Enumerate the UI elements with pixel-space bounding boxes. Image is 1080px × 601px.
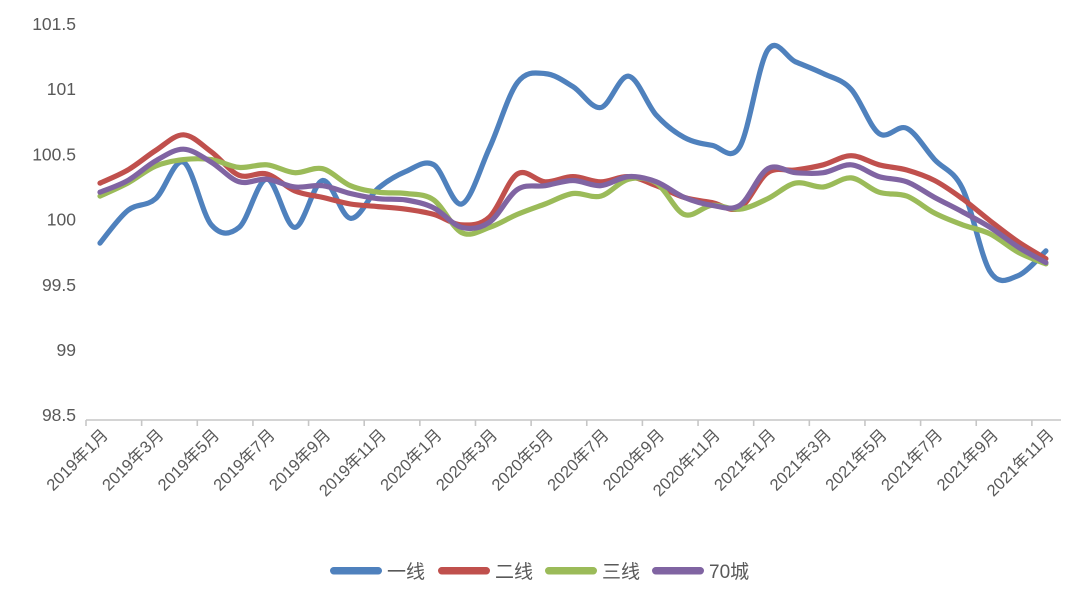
legend-label: 70城 xyxy=(709,561,749,583)
legend-swatch xyxy=(438,567,490,575)
y-axis-label: 98.5 xyxy=(42,405,76,425)
series-line-3 xyxy=(97,146,1049,266)
legend-label: 二线 xyxy=(495,561,533,583)
legend-item-一线: 一线 xyxy=(330,561,425,583)
y-axis-label: 100 xyxy=(47,210,76,230)
x-axis: 2019年1月2019年3月2019年5月2019年7月2019年9月2019年… xyxy=(43,419,1061,500)
series-lines xyxy=(97,42,1049,284)
legend-item-三线: 三线 xyxy=(545,561,640,583)
y-axis-label: 101.5 xyxy=(32,14,76,34)
series-line-0 xyxy=(97,42,1049,284)
legend-swatch xyxy=(330,567,382,575)
legend-item-70城: 70城 xyxy=(652,561,749,583)
y-axis-label: 99 xyxy=(57,340,76,360)
series-line-2 xyxy=(97,156,1049,267)
y-axis-label: 101 xyxy=(47,79,76,99)
legend: 一线 二线 三线 70城 xyxy=(330,561,749,583)
legend-swatch xyxy=(652,567,704,575)
legend-item-二线: 二线 xyxy=(438,561,533,583)
legend-label: 一线 xyxy=(387,561,425,583)
legend-label: 三线 xyxy=(602,561,640,583)
legend-swatch xyxy=(545,567,597,575)
y-axis-label: 100.5 xyxy=(32,144,76,164)
y-axis: 101.5 101 100.5 100 99.5 99 98.5 xyxy=(32,14,76,425)
y-axis-label: 99.5 xyxy=(42,275,76,295)
series-line-1 xyxy=(97,132,1049,262)
